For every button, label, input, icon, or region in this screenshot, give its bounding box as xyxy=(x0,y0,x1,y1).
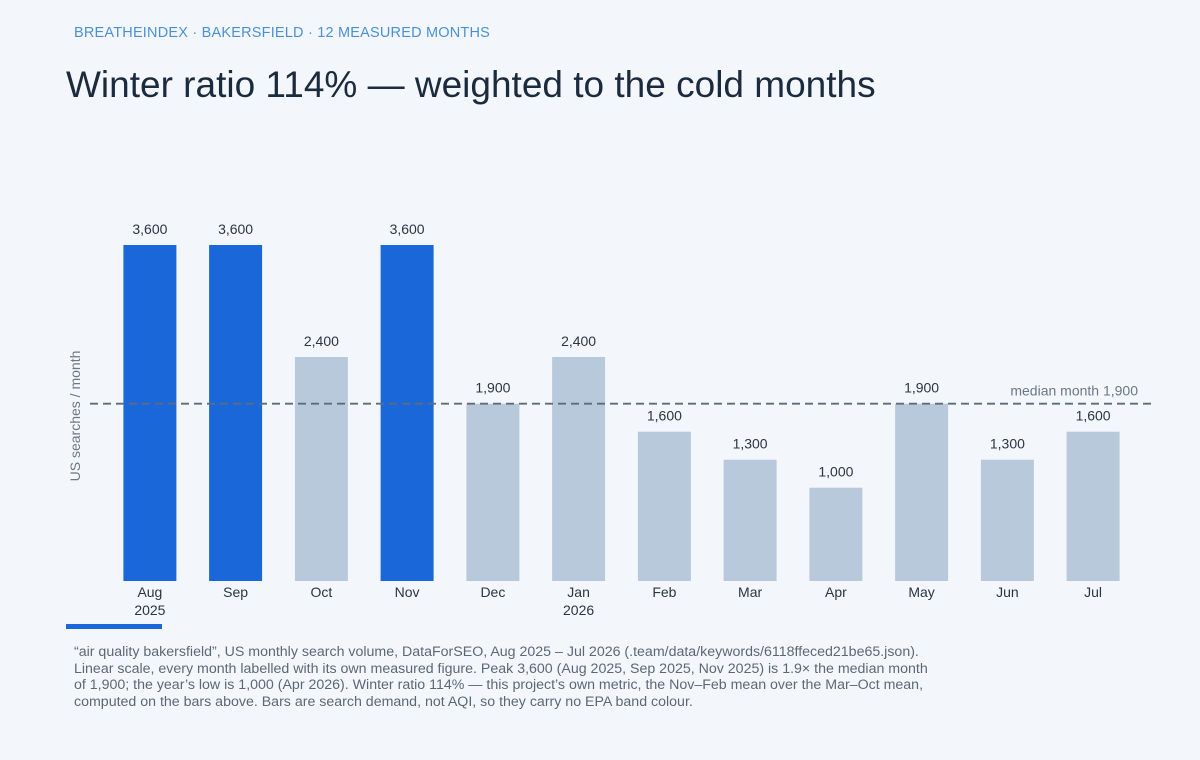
x-tick-label-sep: Sep xyxy=(223,584,248,600)
median-line-label-value: 1,900 xyxy=(1103,383,1138,399)
x-tick-label-may: May xyxy=(908,584,934,600)
x-year-label-2026: 2026 xyxy=(563,602,594,618)
chart-headline: Winter ratio 114% — weighted to the cold… xyxy=(66,64,876,105)
accent-rule xyxy=(66,624,162,629)
x-tick-label-nov: Nov xyxy=(395,584,420,600)
bar-feb xyxy=(637,431,691,581)
bar-dec xyxy=(466,403,520,581)
x-tick-label-apr: Apr xyxy=(825,584,847,600)
x-tick-label-aug: Aug xyxy=(137,584,162,600)
x-tick-label-mar: Mar xyxy=(738,584,762,600)
x-tick-label-jun: Jun xyxy=(996,584,1019,600)
bar-may xyxy=(895,403,949,581)
value-label-apr: 1,000 xyxy=(818,464,853,480)
x-tick-label-dec: Dec xyxy=(480,584,505,600)
bar-mar xyxy=(723,459,777,581)
value-label-dec: 1,900 xyxy=(475,380,510,396)
bar-aug xyxy=(123,245,177,581)
value-label-jun: 1,300 xyxy=(990,436,1025,452)
x-tick-label-jan: Jan xyxy=(567,584,590,600)
median-line-label-text: median month xyxy=(1010,383,1103,399)
value-label-jan: 2,400 xyxy=(561,333,596,349)
y-axis-title: US searches / month xyxy=(67,351,83,482)
x-tick-label-jul: Jul xyxy=(1084,584,1102,600)
bar-nov xyxy=(380,245,434,581)
bar-jan xyxy=(552,357,606,581)
x-tick-label-oct: Oct xyxy=(311,584,333,600)
bar-jun xyxy=(980,459,1034,581)
bar-sep xyxy=(209,245,263,581)
value-label-mar: 1,300 xyxy=(733,436,768,452)
bar-jul xyxy=(1066,431,1120,581)
value-label-oct: 2,400 xyxy=(304,333,339,349)
bar-oct xyxy=(294,357,348,581)
value-label-jul: 1,600 xyxy=(1076,408,1111,424)
x-tick-label-feb: Feb xyxy=(652,584,676,600)
value-label-feb: 1,600 xyxy=(647,408,682,424)
x-year-label-2025: 2025 xyxy=(134,602,165,618)
eyebrow-label: BREATHEINDEX · BAKERSFIELD · 12 MEASURED… xyxy=(74,25,491,41)
value-label-may: 1,900 xyxy=(904,380,939,396)
value-label-nov: 3,600 xyxy=(390,221,425,237)
value-label-sep: 3,600 xyxy=(218,221,253,237)
chart-footnote: “air quality bakersfield”, US monthly se… xyxy=(74,644,928,710)
bar-chart: US searches / month 3,600 Aug 2025 3,600 Sep 2… xyxy=(67,221,1153,618)
bar-apr xyxy=(809,487,863,581)
median-line-label: median month 1,900 xyxy=(1010,383,1138,399)
value-label-aug: 3,600 xyxy=(132,221,167,237)
